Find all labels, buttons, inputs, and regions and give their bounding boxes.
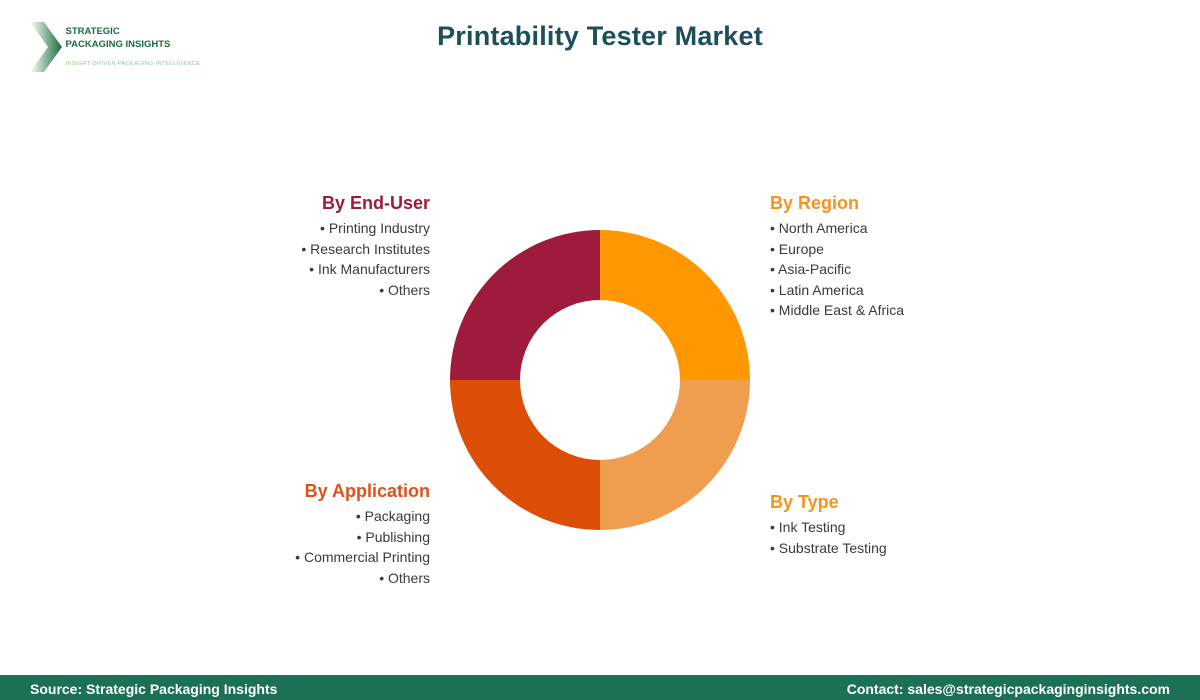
svg-text:INSIGHT-DRIVEN PACKAGING INTEL: INSIGHT-DRIVEN PACKAGING INTELLIGENCE: [66, 61, 201, 67]
